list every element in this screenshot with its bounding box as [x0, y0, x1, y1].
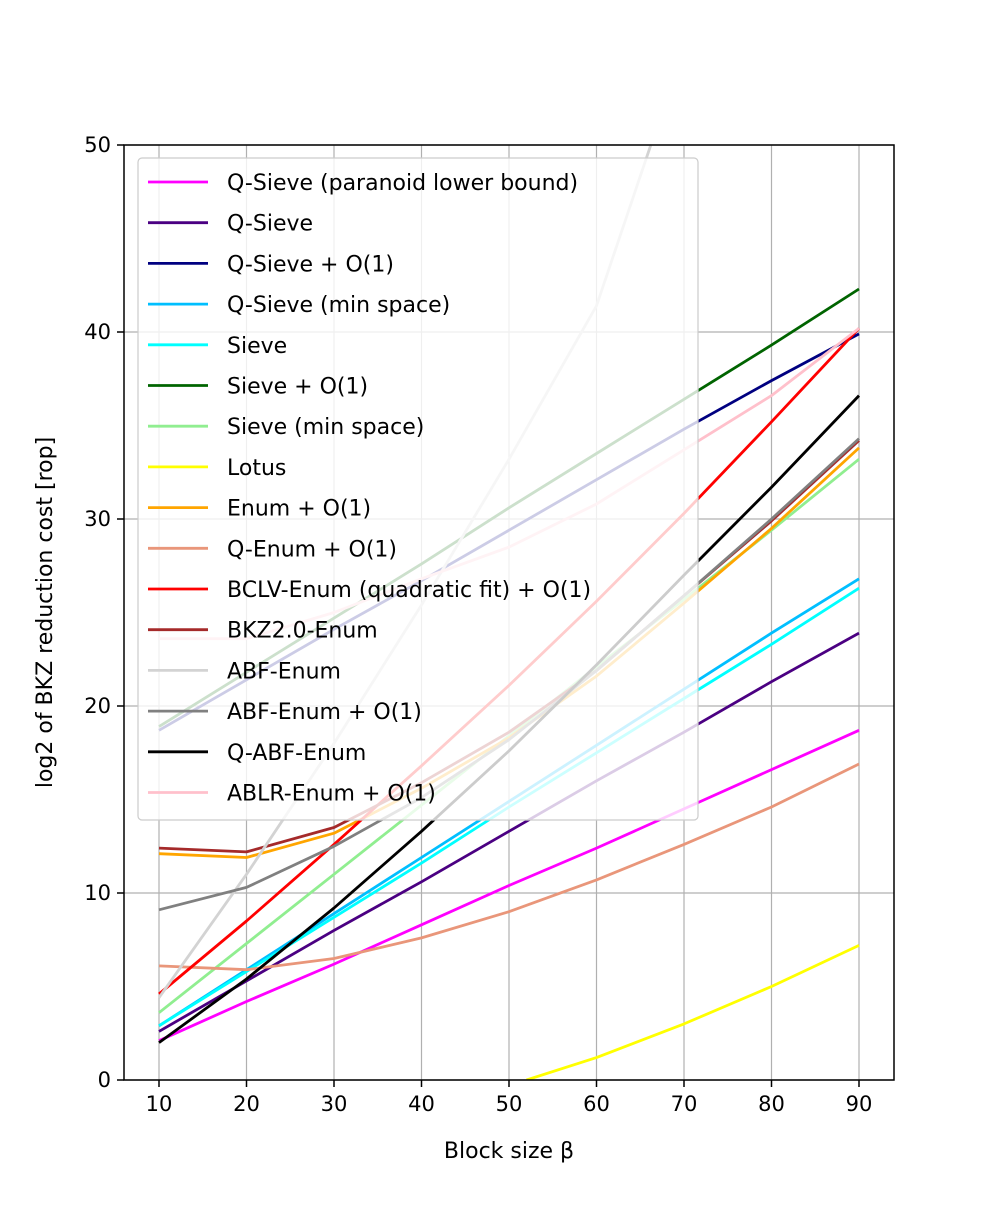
legend-entry-label: Q-Sieve (min space) [227, 293, 450, 318]
y-tick-label: 30 [84, 507, 111, 531]
x-tick-label: 80 [758, 1092, 785, 1116]
legend-entry-label: Enum + O(1) [227, 497, 371, 522]
y-tick-label: 0 [98, 1068, 111, 1092]
legend-entry-label: Q-Sieve (paranoid lower bound) [227, 171, 578, 196]
series-line [526, 944, 860, 1080]
legend-entry-label: ABF-Enum [227, 659, 341, 684]
y-tick-label: 50 [84, 133, 111, 157]
legend-entry-label: Sieve (min space) [227, 415, 424, 440]
legend-box [137, 157, 699, 821]
legend-entry-label: BCLV-Enum (quadratic fit) + O(1) [227, 578, 591, 603]
legend-entry-label: Sieve [227, 334, 287, 359]
legend-entry-label: ABF-Enum + O(1) [227, 700, 422, 725]
y-axis-label: log2 of BKZ reduction cost [rop] [33, 437, 58, 788]
x-tick-label: 50 [496, 1092, 523, 1116]
x-tick-label: 90 [846, 1092, 873, 1116]
legend: Q-Sieve (paranoid lower bound) Q-Sieve Q-S… [137, 157, 699, 821]
legend-entry-label: Q-Sieve [227, 212, 313, 237]
y-tick-label: 40 [84, 320, 111, 344]
legend-entry-label: Q-Enum + O(1) [227, 537, 397, 562]
series-line [158, 762, 860, 972]
x-tick-label: 40 [408, 1092, 435, 1116]
series-line [158, 631, 860, 1033]
x-tick-label: 70 [671, 1092, 698, 1116]
x-tick-label: 10 [146, 1092, 173, 1116]
legend-entry-label: ABLR-Enum + O(1) [227, 782, 436, 807]
y-tick-label: 10 [84, 881, 111, 905]
x-tick-label: 30 [321, 1092, 348, 1116]
legend-entry-label: Q-ABF-Enum [227, 741, 366, 766]
y-tick-label: 20 [84, 694, 111, 718]
legend-entry-label: BKZ2.0-Enum [227, 619, 378, 644]
x-axis-label: Block size β [444, 1139, 574, 1164]
x-tick-label: 20 [233, 1092, 260, 1116]
series-line [158, 729, 860, 1042]
x-tick-label: 60 [583, 1092, 610, 1116]
legend-entry-label: Sieve + O(1) [227, 375, 368, 400]
legend-entry-label: Q-Sieve + O(1) [227, 252, 394, 277]
legend-entry-label: Lotus [227, 456, 286, 481]
axis-ticks: 10 20 30 40 50 60 70 80 90 0 10 20 30 40 50 [84, 133, 872, 1116]
